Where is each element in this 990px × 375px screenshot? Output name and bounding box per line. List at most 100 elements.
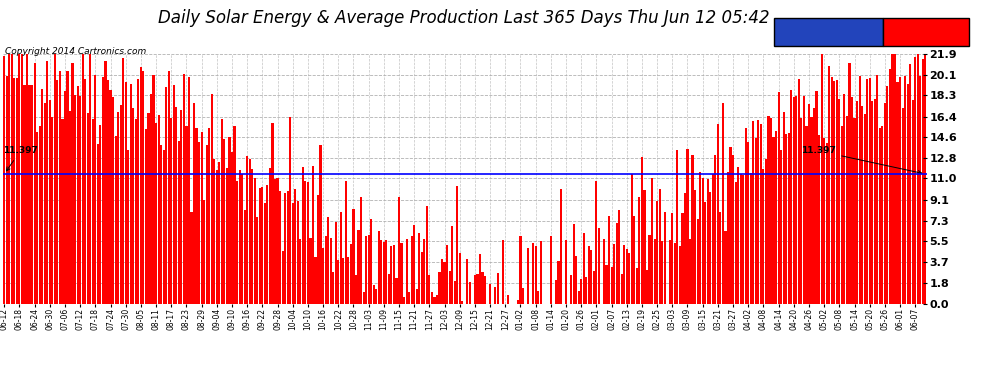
Bar (61, 119, 63, 304)
Bar (691, 154, 694, 304)
Bar (276, 178, 278, 304)
Bar (603, 240, 605, 304)
Bar (780, 150, 782, 304)
Bar (44, 104, 46, 304)
Bar (145, 129, 148, 304)
Bar (213, 159, 216, 304)
Bar (476, 273, 478, 304)
Text: Daily  (kWh): Daily (kWh) (887, 27, 955, 37)
Bar (362, 291, 364, 304)
Bar (894, 54, 896, 304)
Bar (133, 108, 135, 304)
Bar (8, 54, 10, 304)
Bar (861, 106, 863, 304)
Bar (668, 240, 671, 304)
Bar (143, 71, 145, 304)
Bar (522, 288, 524, 304)
Bar (304, 182, 307, 304)
Bar (110, 90, 112, 304)
Bar (6, 76, 8, 304)
Bar (408, 292, 410, 304)
Bar (798, 79, 800, 304)
Bar (502, 240, 504, 304)
Bar (831, 77, 833, 304)
Bar (42, 89, 44, 304)
Bar (611, 267, 613, 304)
Bar (909, 64, 911, 304)
Bar (871, 101, 873, 304)
Bar (507, 295, 509, 304)
Bar (31, 85, 33, 304)
Bar (390, 246, 392, 304)
Text: 11.397: 11.397 (801, 147, 922, 174)
Bar (251, 169, 253, 304)
Bar (58, 71, 61, 304)
Bar (79, 96, 81, 304)
Bar (155, 123, 157, 304)
Bar (89, 54, 91, 304)
Bar (484, 276, 486, 304)
Bar (481, 272, 483, 304)
Bar (767, 116, 769, 304)
Bar (226, 168, 228, 304)
Bar (115, 135, 117, 304)
Bar (234, 126, 236, 304)
Bar (808, 104, 810, 304)
Bar (332, 273, 335, 304)
Bar (309, 238, 312, 304)
Bar (338, 260, 340, 304)
Bar (299, 239, 301, 304)
Bar (375, 289, 377, 304)
Bar (922, 59, 924, 304)
Bar (704, 202, 706, 304)
Bar (853, 118, 855, 304)
Bar (424, 239, 426, 304)
Bar (752, 121, 754, 304)
Bar (914, 57, 917, 304)
Bar (636, 268, 638, 304)
Bar (317, 195, 319, 304)
Bar (765, 159, 767, 304)
Bar (162, 150, 164, 304)
Bar (231, 152, 233, 304)
Bar (64, 91, 66, 304)
Bar (253, 178, 255, 304)
Bar (370, 219, 372, 304)
Bar (461, 301, 463, 304)
Bar (593, 271, 595, 304)
Bar (367, 235, 369, 304)
Bar (325, 236, 327, 304)
Bar (697, 219, 699, 304)
Bar (517, 300, 519, 304)
Bar (897, 82, 899, 304)
Bar (730, 147, 732, 304)
Bar (912, 100, 914, 304)
Bar (444, 262, 446, 304)
Bar (917, 54, 919, 304)
Bar (585, 277, 587, 304)
Bar (560, 189, 562, 304)
Bar (431, 292, 433, 304)
Bar (689, 239, 691, 304)
Bar (345, 181, 346, 304)
Bar (575, 256, 577, 304)
Bar (152, 75, 154, 304)
Bar (421, 252, 423, 304)
Bar (104, 61, 107, 304)
Bar (821, 54, 823, 304)
Bar (795, 96, 797, 304)
Bar (385, 240, 387, 304)
Bar (302, 167, 304, 304)
Bar (653, 239, 655, 304)
Bar (271, 123, 273, 304)
Bar (843, 93, 845, 304)
Bar (538, 291, 540, 304)
Bar (891, 54, 894, 304)
Bar (790, 90, 792, 304)
Bar (411, 236, 413, 304)
Bar (595, 181, 598, 304)
Bar (520, 236, 522, 304)
Bar (479, 254, 481, 304)
Bar (841, 126, 842, 304)
Bar (69, 111, 71, 304)
